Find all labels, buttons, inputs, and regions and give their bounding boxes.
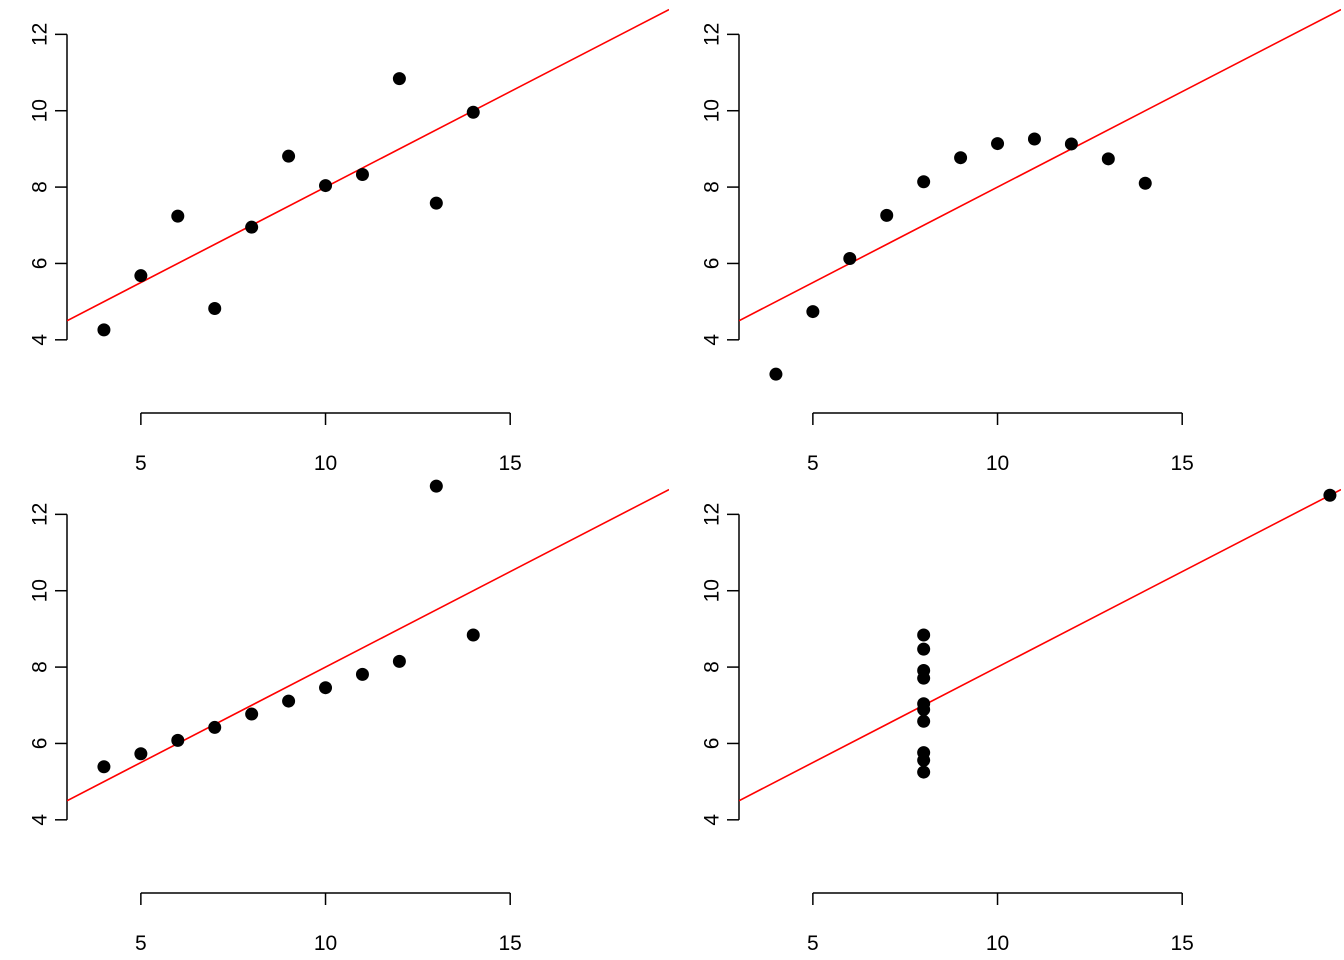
y-tick-label: 10	[29, 99, 52, 122]
scatter-panel-3: 4 6 8 10 12 5 10 15	[29, 479, 669, 955]
regression-line	[739, 488, 1341, 802]
y-tick-label: 4	[701, 814, 724, 826]
x-tick-label: 15	[1171, 932, 1194, 955]
data-point	[1101, 152, 1115, 166]
data-point	[917, 664, 931, 678]
x-tick-label: 5	[807, 452, 819, 475]
data-point	[917, 628, 931, 642]
data-point	[245, 707, 259, 721]
data-point	[134, 269, 148, 283]
scatter-panel-2: 4 6 8 10 12 5 10 15	[701, 8, 1341, 475]
data-point	[917, 753, 931, 767]
data-point	[282, 149, 296, 163]
data-point	[429, 196, 443, 210]
data-point	[806, 305, 820, 319]
y-tick-label: 8	[29, 661, 52, 673]
data-point	[171, 733, 185, 747]
data-point	[917, 714, 931, 728]
y-tick-label: 10	[701, 99, 724, 122]
x-tick-label: 15	[499, 932, 522, 955]
data-point	[282, 694, 296, 708]
regression-line	[739, 8, 1341, 322]
data-point	[429, 479, 443, 493]
y-tick-label: 6	[701, 738, 724, 750]
data-point	[917, 702, 931, 716]
data-point	[1323, 488, 1337, 502]
x-tick-label: 10	[986, 452, 1009, 475]
y-tick-label: 8	[701, 661, 724, 673]
data-point	[880, 208, 894, 222]
data-point	[171, 209, 185, 223]
data-point	[355, 167, 369, 181]
scatter-panel-1: 4 6 8 10 12 5 10 15	[29, 8, 669, 475]
y-tick-label: 12	[701, 503, 724, 526]
y-tick-label: 6	[29, 738, 52, 750]
regression-line	[67, 8, 669, 322]
data-point	[769, 367, 783, 381]
data-point	[954, 151, 968, 165]
data-point	[134, 747, 148, 761]
data-point	[843, 251, 857, 265]
data-point	[917, 175, 931, 189]
data-point	[97, 760, 111, 774]
y-tick-label: 4	[701, 334, 724, 346]
data-point	[466, 628, 480, 642]
y-tick-label: 4	[29, 814, 52, 826]
x-tick-label: 10	[986, 932, 1009, 955]
data-point	[991, 137, 1005, 151]
data-point	[97, 323, 111, 337]
y-tick-label: 6	[29, 258, 52, 270]
data-point	[1138, 176, 1152, 190]
y-tick-label: 8	[701, 181, 724, 193]
data-point	[245, 220, 259, 234]
y-tick-label: 8	[29, 181, 52, 193]
y-tick-label: 10	[701, 579, 724, 602]
data-point	[1064, 137, 1078, 151]
y-tick-label: 12	[701, 23, 724, 46]
data-point	[208, 302, 222, 316]
data-point	[392, 72, 406, 86]
data-point	[1027, 132, 1041, 146]
x-tick-label: 15	[1171, 452, 1194, 475]
y-tick-label: 6	[701, 258, 724, 270]
x-tick-label: 5	[807, 932, 819, 955]
data-point	[319, 179, 333, 193]
x-tick-label: 5	[135, 932, 147, 955]
y-tick-label: 10	[29, 579, 52, 602]
y-tick-label: 4	[29, 334, 52, 346]
x-tick-label: 10	[314, 932, 337, 955]
regression-line	[67, 488, 669, 802]
y-tick-label: 12	[29, 503, 52, 526]
y-tick-label: 12	[29, 23, 52, 46]
x-tick-label: 10	[314, 452, 337, 475]
scatter-panel-4: 4 6 8 10 12 5 10 15	[701, 488, 1341, 955]
data-point	[355, 667, 369, 681]
data-point	[319, 681, 333, 695]
data-point	[466, 105, 480, 119]
data-point	[917, 642, 931, 656]
data-point	[392, 654, 406, 668]
x-tick-label: 15	[499, 452, 522, 475]
data-point	[917, 765, 931, 779]
x-tick-label: 5	[135, 452, 147, 475]
data-point	[208, 720, 222, 734]
